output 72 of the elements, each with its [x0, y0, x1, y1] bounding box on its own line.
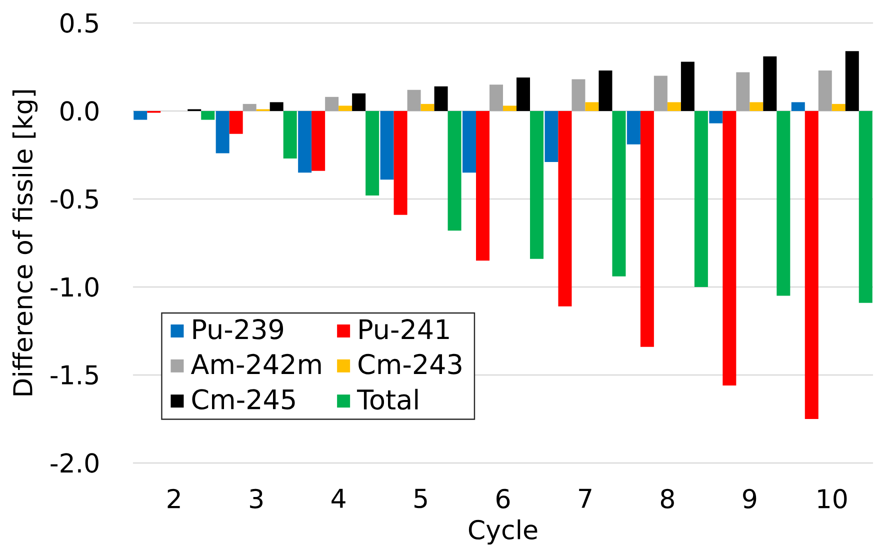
- x-tick-label: 6: [496, 488, 510, 509]
- y-tick-label: -2.0: [50, 453, 98, 473]
- bar: [667, 102, 681, 111]
- bar: [858, 110, 872, 303]
- legend-label: Total: [356, 388, 418, 410]
- bar: [134, 110, 148, 120]
- bar: [229, 110, 243, 134]
- bar: [325, 96, 339, 111]
- legend-label: Pu-241: [360, 319, 449, 340]
- bar: [420, 104, 434, 111]
- bar: [763, 56, 777, 111]
- bar: [709, 110, 723, 124]
- bar: [283, 110, 297, 159]
- bar: [270, 102, 284, 111]
- bar: [654, 76, 668, 111]
- bar: [516, 78, 530, 111]
- legend-label: Cm-243: [358, 354, 462, 374]
- y-axis-title: Difference of fissile [kg]: [12, 90, 38, 396]
- bar: [722, 110, 736, 386]
- bar: [572, 79, 586, 111]
- bar: [750, 102, 764, 111]
- bar: [338, 106, 352, 111]
- bar: [791, 102, 805, 111]
- bar: [366, 110, 380, 196]
- bar: [530, 110, 544, 259]
- x-axis-title: Cycle: [468, 519, 538, 545]
- bar: [462, 110, 476, 173]
- bar: [380, 110, 394, 180]
- bar: [503, 106, 517, 111]
- bar: [598, 70, 612, 111]
- legend-label: Pu-239: [193, 319, 284, 340]
- x-tick-label: 9: [743, 488, 756, 509]
- bar: [394, 110, 408, 215]
- bar: [845, 51, 859, 111]
- x-tick-label: 4: [332, 488, 346, 508]
- x-tick-label: 2: [168, 488, 180, 508]
- x-tick-label: 3: [250, 488, 263, 509]
- legend-label: Am-242m: [190, 354, 321, 374]
- y-tick-label: 0.5: [60, 13, 98, 33]
- bar: [832, 104, 846, 111]
- bar: [352, 93, 366, 111]
- x-tick-label: 8: [660, 488, 674, 509]
- bar: [585, 102, 599, 111]
- bar: [312, 110, 326, 171]
- bar: [544, 110, 558, 162]
- bar: [736, 72, 750, 111]
- bar: [680, 62, 694, 111]
- bar: [626, 110, 640, 144]
- y-tick-label: -0.5: [50, 189, 98, 209]
- x-tick-label: 10: [818, 488, 847, 509]
- bar: [448, 110, 462, 231]
- bar: [818, 70, 832, 111]
- y-tick-label: 0.0: [60, 101, 98, 121]
- bar: [407, 90, 421, 111]
- bar: [612, 110, 626, 276]
- bar: [201, 110, 215, 120]
- bar: [476, 110, 490, 261]
- bar: [216, 110, 230, 154]
- bar: [694, 110, 708, 287]
- bar: [298, 110, 312, 173]
- x-tick-label: 5: [414, 488, 427, 508]
- x-tick-label: 7: [579, 488, 592, 508]
- bar: [776, 110, 790, 296]
- legend-label: Cm-245: [192, 389, 295, 410]
- bar: [490, 84, 504, 111]
- bar: [804, 110, 818, 419]
- bar: [558, 110, 572, 306]
- y-tick-label: -1.5: [50, 365, 98, 385]
- bar: [242, 104, 256, 111]
- y-tick-label: -1.0: [50, 277, 98, 297]
- bar: [640, 110, 654, 347]
- bar: [434, 86, 448, 111]
